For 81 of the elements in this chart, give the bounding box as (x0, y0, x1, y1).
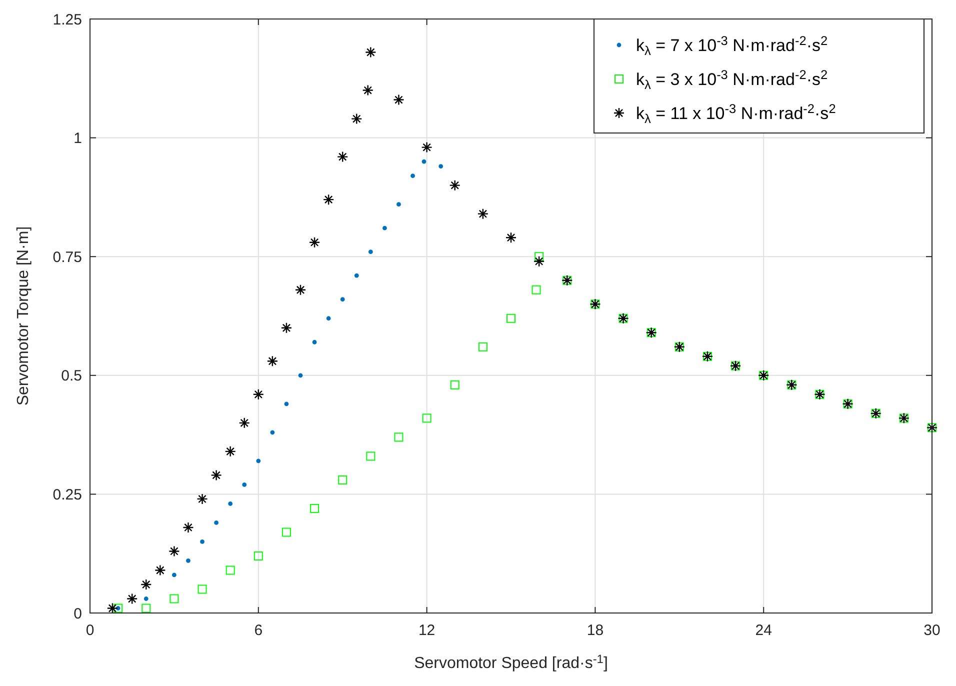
point (532, 285, 541, 294)
y-tick-label: 1.25 (52, 11, 82, 28)
point (238, 417, 250, 429)
point (144, 596, 148, 601)
point (154, 564, 166, 576)
y-tick-label: 0 (74, 605, 82, 622)
point (172, 572, 176, 578)
point (256, 458, 261, 464)
point (270, 430, 275, 435)
x-tick-label: 24 (755, 622, 772, 639)
y-tick-label: 0.5 (61, 368, 82, 385)
x-tick-label: 6 (254, 622, 263, 639)
point (126, 593, 138, 604)
point (280, 322, 292, 334)
point (396, 202, 401, 207)
y-tick-label: 1 (74, 130, 82, 148)
point (228, 502, 233, 506)
x-tick-label: 30 (924, 622, 940, 639)
point (394, 432, 404, 442)
point (354, 273, 359, 278)
point (422, 414, 432, 423)
point (438, 164, 444, 169)
x-axis-title: Servomotor Speed [rad·s$^{-1}$] (414, 652, 608, 672)
point (198, 584, 207, 594)
point (421, 142, 432, 153)
x-tick-label: 0 (86, 622, 94, 639)
point (114, 604, 123, 613)
point (506, 314, 516, 323)
point (196, 493, 208, 505)
point (142, 604, 151, 613)
legend-label: k$_{λ}$ = 3 x 10$^{-3}$ N·m·rad$^{-2}$·s$^{2}$ (636, 67, 828, 92)
legend-label: k$_{λ}$ = 7 x 10$^{-3}$ N·m·rad$^{-2}$·s$^{2}$ (636, 33, 828, 58)
point (393, 94, 404, 106)
point (186, 558, 190, 563)
point (200, 540, 204, 544)
point (312, 340, 317, 344)
y-tick-label: 0.25 (52, 486, 82, 504)
point (340, 297, 345, 302)
point (224, 446, 236, 458)
x-tick-label: 18 (586, 622, 604, 639)
point (242, 482, 247, 487)
point (410, 174, 415, 178)
point (308, 236, 320, 248)
point (294, 284, 306, 296)
point (140, 578, 152, 590)
point (254, 551, 263, 560)
y-tick-label: 0.75 (52, 248, 82, 266)
point (326, 316, 331, 321)
y-axis-title: Servomotor Torque [N·m] (15, 226, 32, 406)
point (338, 475, 348, 484)
point (368, 250, 373, 254)
point (106, 602, 118, 614)
point (170, 594, 179, 604)
point (310, 504, 320, 513)
point (337, 151, 348, 162)
point (226, 566, 235, 575)
point (182, 522, 194, 534)
point (478, 342, 488, 352)
legend-label: k$_{λ}$ = 11 x 10$^{-3}$ N·m·rad$^{-2}$·s$^{2}$ (636, 101, 836, 126)
point (351, 113, 362, 124)
point (450, 380, 460, 390)
point (505, 232, 517, 244)
point (282, 528, 291, 537)
x-tick-label: 12 (418, 622, 436, 639)
point (365, 46, 376, 58)
point (266, 356, 278, 367)
point (214, 520, 218, 525)
point (362, 84, 374, 96)
point (322, 194, 334, 206)
point (477, 208, 489, 220)
point (210, 470, 222, 481)
point (284, 402, 289, 406)
point (533, 256, 545, 267)
point (298, 373, 303, 378)
point (168, 546, 180, 557)
point (366, 452, 376, 461)
point (449, 180, 460, 191)
point (382, 226, 387, 230)
point (534, 252, 544, 262)
point (252, 388, 264, 400)
point (422, 159, 426, 164)
